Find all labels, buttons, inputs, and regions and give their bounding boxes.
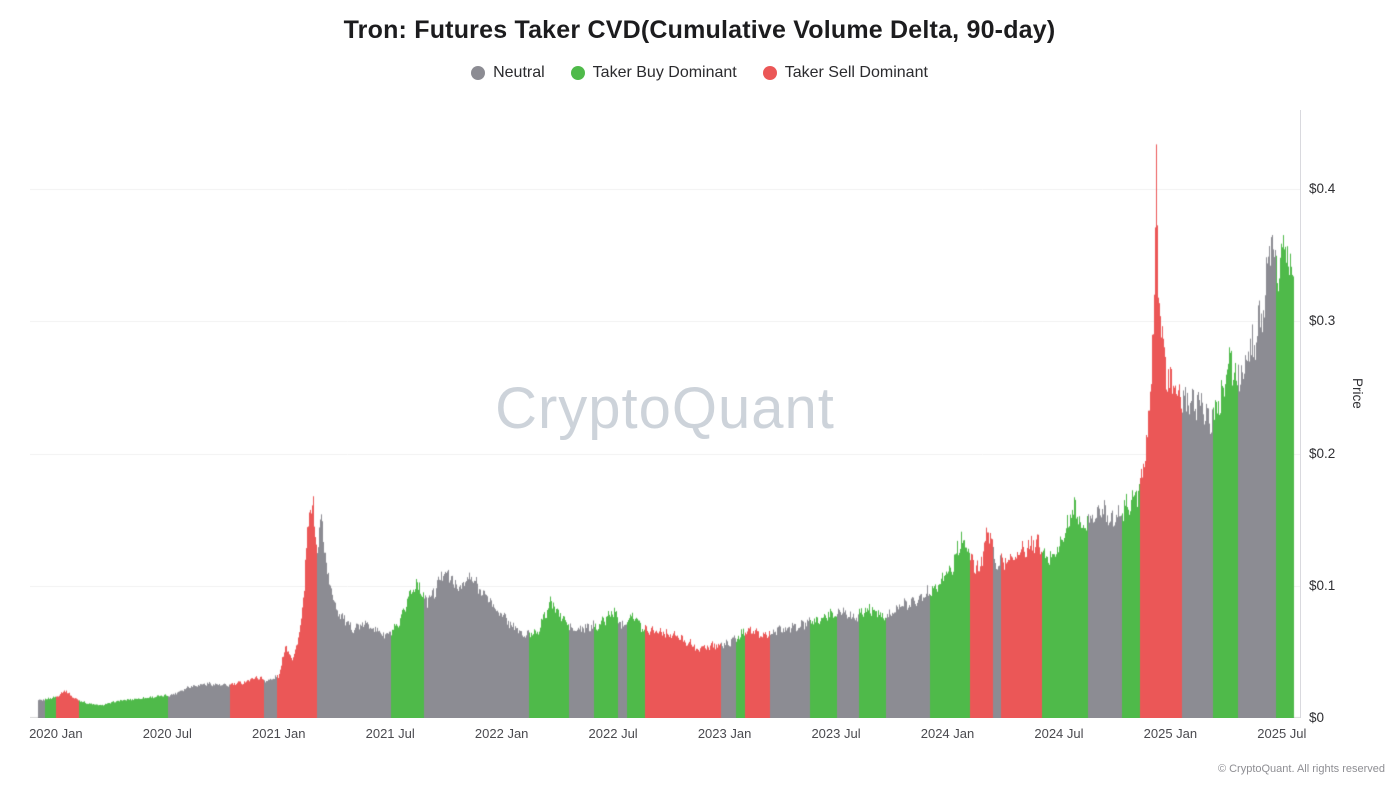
taker-sell-dot-icon [762, 66, 777, 80]
x-tick-label: 2021 Jan [251, 726, 306, 741]
plot-area: CryptoQuant [30, 110, 1300, 718]
x-tick-label: 2023 Jul [811, 726, 861, 741]
legend-label-neutral: Neutral [493, 64, 545, 81]
legend-label-taker-buy: Taker Buy Dominant [592, 64, 737, 81]
copyright-note: © CryptoQuant. All rights reserved [1217, 763, 1385, 775]
y-tick-label: $0.3 [1309, 313, 1336, 329]
x-tick-label: 2025 Jan [1143, 726, 1198, 741]
x-tick-label: 2021 Jul [365, 726, 415, 741]
y-tick-label: $0.1 [1309, 577, 1336, 593]
x-tick-label: 2022 Jul [588, 726, 638, 741]
y-tick-label: $0 [1309, 710, 1325, 725]
taker-buy-dot-icon [570, 66, 585, 80]
legend-item-neutral[interactable]: Neutral [471, 64, 545, 82]
x-tick-label: 2024 Jan [920, 726, 975, 741]
legend-label-taker-sell: Taker Sell Dominant [784, 64, 928, 81]
y-axis-title: Price [1350, 378, 1365, 409]
legend-item-taker-sell[interactable]: Taker Sell Dominant [762, 64, 928, 82]
x-tick-label: 2023 Jan [697, 726, 752, 741]
cvd-bars-canvas[interactable] [30, 110, 1300, 718]
x-tick-label: 2022 Jan [474, 726, 529, 741]
x-tick-label: 2025 Jul [1257, 726, 1307, 741]
legend: Neutral Taker Buy Dominant Taker Sell Do… [0, 64, 1399, 82]
y-tick-label: $0.4 [1309, 181, 1336, 197]
neutral-dot-icon [471, 66, 486, 80]
x-tick-label: 2024 Jul [1034, 726, 1084, 741]
x-tick-label: 2020 Jul [142, 726, 192, 741]
page-title: Tron: Futures Taker CVD(Cumulative Volum… [343, 16, 1056, 44]
y-tick-label: $0.2 [1309, 445, 1336, 461]
x-tick-label: 2020 Jan [29, 726, 83, 741]
y-axis-line [1300, 110, 1301, 718]
legend-item-taker-buy[interactable]: Taker Buy Dominant [570, 64, 737, 82]
